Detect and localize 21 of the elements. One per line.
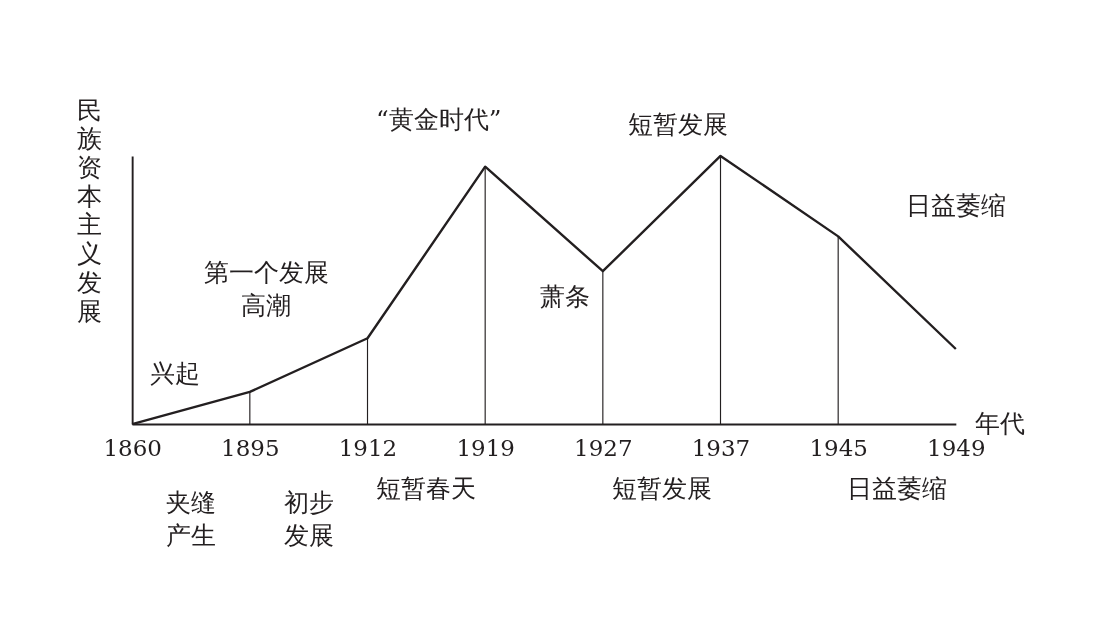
x-axis-title: 年代 — [975, 408, 1025, 438]
x-tick-label: 1919 — [456, 435, 515, 462]
y-axis-title: 民族资本主义发展 — [76, 95, 102, 326]
x-tick-label: 1895 — [221, 435, 280, 462]
annotation: 日益萎缩 — [905, 191, 1006, 221]
text: “黄金时代” — [375, 105, 502, 135]
annotation: 第一个发展高潮 — [203, 258, 329, 320]
x-tick-label: 1937 — [691, 435, 751, 462]
annotation: 萧条 — [540, 282, 591, 312]
text: 短暂发展 — [628, 109, 729, 139]
text: 日益萎缩 — [847, 473, 948, 503]
text: 初步发展 — [283, 488, 334, 550]
annotation: 兴起 — [150, 358, 201, 388]
x-tick-label: 1949 — [927, 435, 986, 462]
x-tick-label: 1860 — [103, 435, 162, 462]
text: 短暂发展 — [611, 473, 712, 503]
text: 短暂春天 — [376, 473, 477, 503]
text: 夹缝产生 — [166, 488, 216, 550]
x-tick-label: 1912 — [338, 435, 398, 462]
x-tick-label: 1927 — [574, 435, 633, 462]
x-tick-label: 1945 — [809, 435, 868, 462]
